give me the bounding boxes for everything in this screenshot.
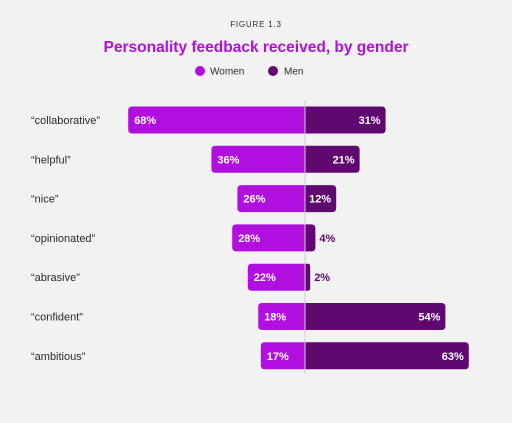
category-label: “opinionated” [31,233,96,245]
bar-row: “opinionated” 28% 4% [31,224,336,252]
data-label-women: 22% [254,272,276,284]
category-label: “ambitious” [31,351,86,363]
bar-row: “confident” 18% 54% [31,303,446,330]
legend-label-women: Women [210,67,244,78]
category-label: “confident” [31,312,83,324]
category-label: “helpful” [31,154,71,166]
data-label-men: 54% [418,312,440,324]
category-label: “collaborative” [31,115,100,127]
data-label-men: 2% [314,272,330,284]
category-label: “nice” [31,194,59,206]
bar-women [211,145,305,173]
data-label-women: 36% [217,154,239,166]
chart-title: Personality feedback received, by gender [104,39,409,56]
bar-women [128,106,305,134]
data-label-men: 4% [319,233,335,245]
bar-row: “collaborative” 68% 31% [31,106,386,134]
figure-label: FIGURE 1.3 [230,20,282,29]
bar-men [305,106,386,134]
bar-men [305,263,311,291]
bar-row: “nice” 26% 12% [31,185,337,213]
data-label-men: 31% [359,115,381,127]
bar-women [247,263,305,291]
data-label-men: 63% [442,351,464,363]
bar-row: “abrasive” 22% 2% [31,263,330,291]
bar-women [232,224,305,252]
legend-marker-women [195,66,205,76]
data-label-women: 68% [134,115,156,127]
bar-men [305,145,360,173]
bar-women [260,342,305,370]
bar-women [258,303,305,330]
data-label-men: 21% [333,154,355,166]
legend-marker-men [268,66,278,76]
bar-men [305,303,446,330]
bar-men [305,224,316,252]
plot-area: “collaborative” 68% 31% “helpful” 36% 21% “nic… [31,100,469,374]
legend: Women Men [195,66,303,78]
legend-label-men: Men [284,67,303,78]
bar-men [305,342,469,370]
data-label-women: 26% [243,194,265,206]
category-label: “abrasive” [31,272,80,284]
data-label-women: 28% [238,233,260,245]
bar-men [305,185,337,213]
bar-row: “helpful” 36% 21% [31,145,360,173]
bar-row: “ambitious” 17% 63% [31,342,469,370]
data-label-women: 18% [264,312,286,324]
data-label-men: 12% [309,194,331,206]
bar-women [237,185,305,213]
data-label-women: 17% [267,351,289,363]
